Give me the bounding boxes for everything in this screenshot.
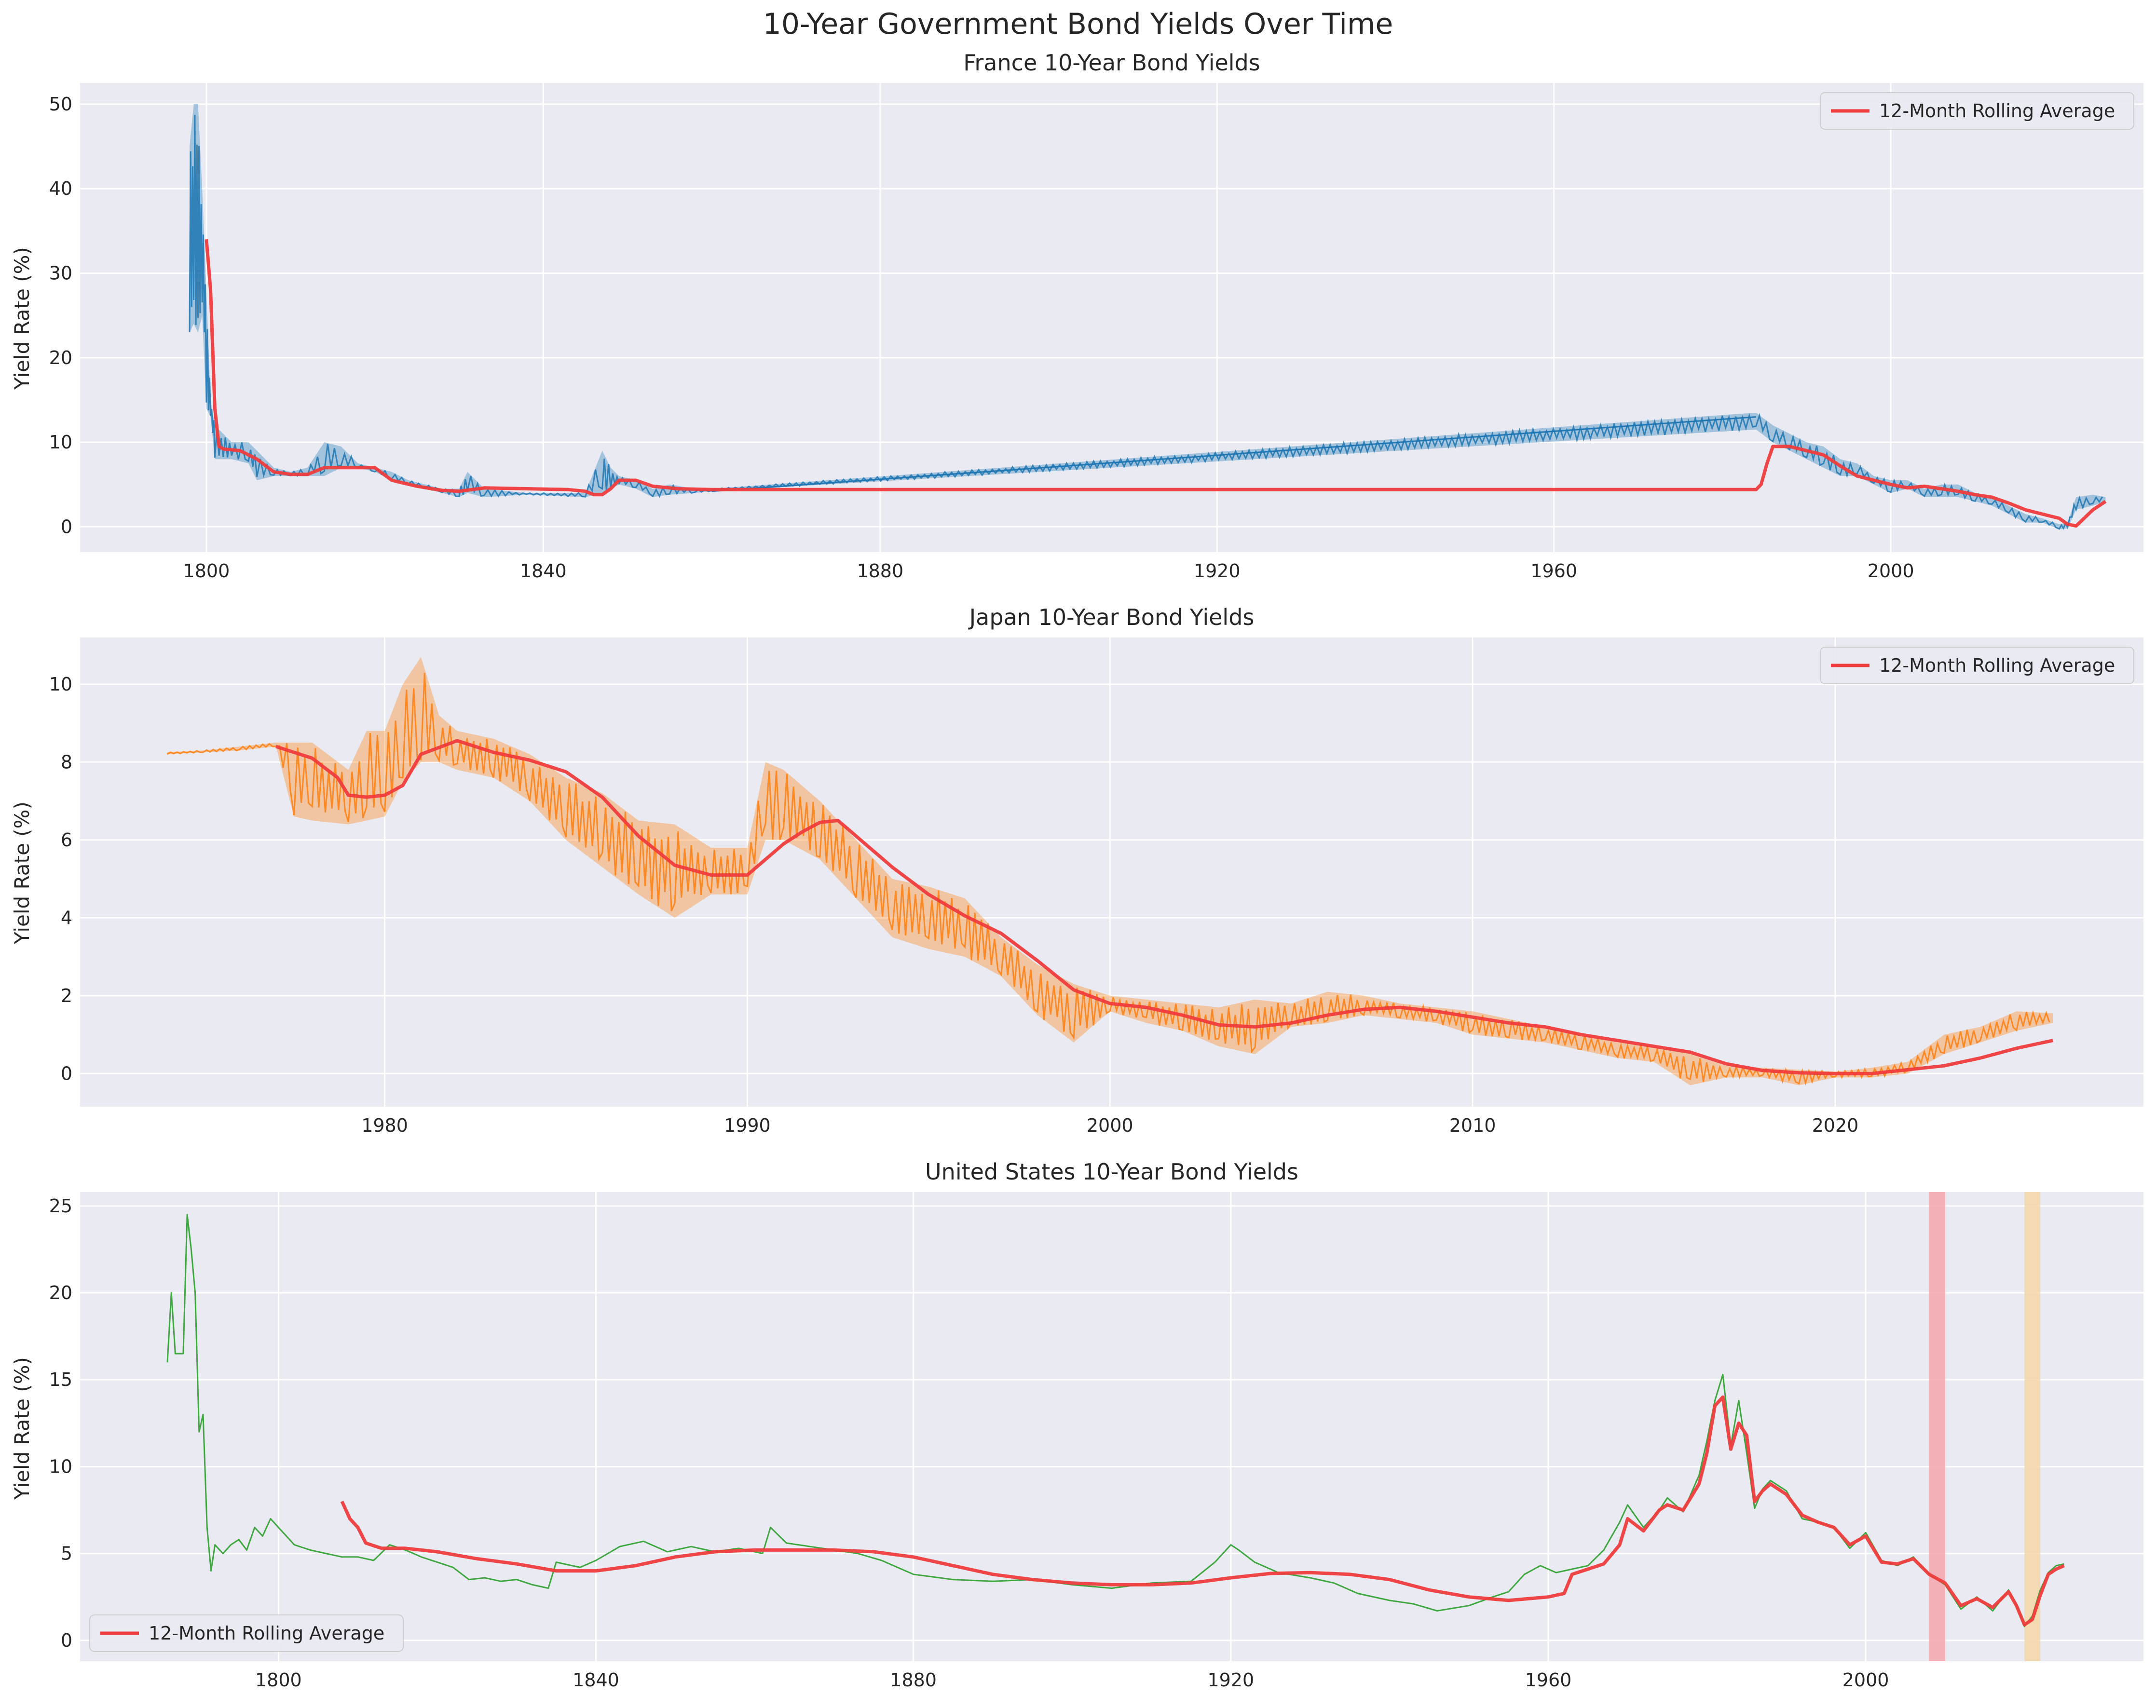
japan-y-axis-label: Yield Rate (%) [10, 801, 34, 945]
japan-y-tick-label: 8 [61, 751, 72, 773]
us-x-tick-label: 1920 [1207, 1669, 1254, 1691]
france-chart-title: France 10-Year Bond Yields [963, 50, 1260, 76]
us-y-axis-label: Yield Rate (%) [10, 1357, 34, 1500]
us-chart: United States 10-Year Bond Yields Yield … [10, 1159, 2143, 1691]
france-y-tick-label: 20 [49, 347, 72, 368]
us-legend-label: 12-Month Rolling Average [149, 1623, 384, 1644]
japan-y-tick-label: 0 [61, 1063, 72, 1084]
japan-x-tick-label: 2010 [1449, 1115, 1496, 1136]
japan-rolling-average-line [275, 739, 2053, 1075]
japan-legend-box [1820, 647, 2134, 684]
us-plot-area [80, 1192, 2143, 1661]
france-y-tick-label: 50 [49, 94, 72, 115]
japan-plot-area [80, 637, 2143, 1107]
japan-legend-label: 12-Month Rolling Average [1879, 655, 2115, 676]
us-y-tick-label: 5 [61, 1543, 72, 1564]
japan-x-tick-label: 1980 [361, 1115, 408, 1136]
france-y-axis-label: Yield Rate (%) [10, 247, 34, 390]
us-legend-box [89, 1614, 404, 1652]
us-y-tick-label: 20 [49, 1282, 72, 1303]
japan-y-tick-label: 4 [61, 907, 72, 928]
france-legend-box [1820, 92, 2134, 130]
us-rolling-average-line [340, 1395, 2065, 1627]
france-x-tick-label: 1920 [1194, 560, 1241, 582]
france-x-tick-label: 1960 [1530, 560, 1577, 582]
france-x-tick-label: 1840 [520, 560, 567, 582]
us-y-tick-label: 0 [61, 1630, 72, 1651]
us-x-tick-label: 1840 [573, 1669, 619, 1691]
japan-x-tick-label: 2000 [1087, 1115, 1133, 1136]
us-x-tick-label: 1800 [255, 1669, 302, 1691]
japan-yield-band [167, 657, 2053, 1085]
france-y-tick-label: 30 [49, 262, 72, 284]
japan-yield-line [166, 673, 2050, 1086]
france-x-tick-label: 2000 [1868, 560, 1914, 582]
us-x-tick-label: 1960 [1525, 1669, 1572, 1691]
france-y-tick-label: 40 [49, 178, 72, 199]
japan-y-tick-label: 2 [61, 985, 72, 1006]
japan-y-tick-label: 10 [49, 674, 72, 695]
us-y-tick-label: 25 [49, 1195, 72, 1217]
japan-legend: 12-Month Rolling Average [1820, 647, 2134, 684]
us-chart-title: United States 10-Year Bond Yields [925, 1159, 1298, 1185]
france-rolling-average-line [205, 239, 2107, 528]
japan-chart-title: Japan 10-Year Bond Yields [968, 604, 1255, 630]
japan-x-tick-label: 1990 [724, 1115, 771, 1136]
us-y-tick-label: 10 [49, 1456, 72, 1477]
france-legend-label: 12-Month Rolling Average [1879, 100, 2115, 122]
france-x-tick-label: 1880 [857, 560, 903, 582]
us-shaded-region [1929, 1192, 1945, 1661]
japan-y-tick-label: 6 [61, 829, 72, 851]
us-x-tick-label: 2000 [1842, 1669, 1889, 1691]
us-shaded-region [2024, 1192, 2041, 1661]
france-yield-band [190, 104, 2106, 529]
france-y-tick-label: 10 [49, 432, 72, 453]
japan-chart: Japan 10-Year Bond Yields Yield Rate (%)… [10, 604, 2143, 1136]
france-legend: 12-Month Rolling Average [1820, 92, 2134, 130]
us-y-tick-label: 15 [49, 1369, 72, 1390]
france-x-tick-label: 1800 [183, 560, 230, 582]
us-legend: 12-Month Rolling Average [89, 1614, 404, 1652]
france-y-tick-label: 0 [61, 516, 72, 537]
japan-x-tick-label: 2020 [1812, 1115, 1859, 1136]
france-chart: France 10-Year Bond Yields Yield Rate (%… [10, 50, 2143, 582]
us-x-tick-label: 1880 [890, 1669, 937, 1691]
france-plot-area [80, 83, 2143, 552]
figure-title: 10-Year Government Bond Yields Over Time [763, 7, 1393, 41]
